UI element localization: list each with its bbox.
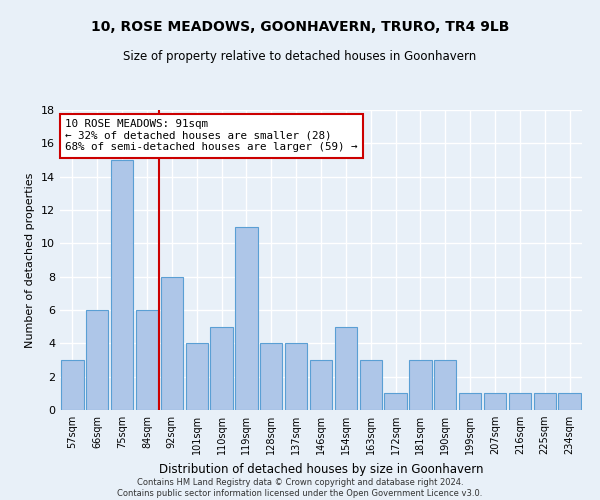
- Bar: [211, 326, 233, 410]
- Bar: [509, 394, 531, 410]
- Bar: [385, 394, 407, 410]
- Text: 10 ROSE MEADOWS: 91sqm
← 32% of detached houses are smaller (28)
68% of semi-det: 10 ROSE MEADOWS: 91sqm ← 32% of detached…: [65, 119, 358, 152]
- Bar: [484, 394, 506, 410]
- Y-axis label: Number of detached properties: Number of detached properties: [25, 172, 35, 348]
- Bar: [161, 276, 183, 410]
- Bar: [459, 394, 481, 410]
- Bar: [335, 326, 357, 410]
- Bar: [434, 360, 457, 410]
- Bar: [111, 160, 133, 410]
- Bar: [86, 310, 109, 410]
- Text: Size of property relative to detached houses in Goonhavern: Size of property relative to detached ho…: [124, 50, 476, 63]
- Bar: [136, 310, 158, 410]
- Bar: [285, 344, 307, 410]
- Text: Contains HM Land Registry data © Crown copyright and database right 2024.
Contai: Contains HM Land Registry data © Crown c…: [118, 478, 482, 498]
- Bar: [359, 360, 382, 410]
- Bar: [409, 360, 431, 410]
- Bar: [61, 360, 83, 410]
- Bar: [235, 226, 257, 410]
- Bar: [310, 360, 332, 410]
- Bar: [185, 344, 208, 410]
- Bar: [533, 394, 556, 410]
- Bar: [260, 344, 283, 410]
- Bar: [559, 394, 581, 410]
- Text: 10, ROSE MEADOWS, GOONHAVERN, TRURO, TR4 9LB: 10, ROSE MEADOWS, GOONHAVERN, TRURO, TR4…: [91, 20, 509, 34]
- X-axis label: Distribution of detached houses by size in Goonhavern: Distribution of detached houses by size …: [159, 462, 483, 475]
